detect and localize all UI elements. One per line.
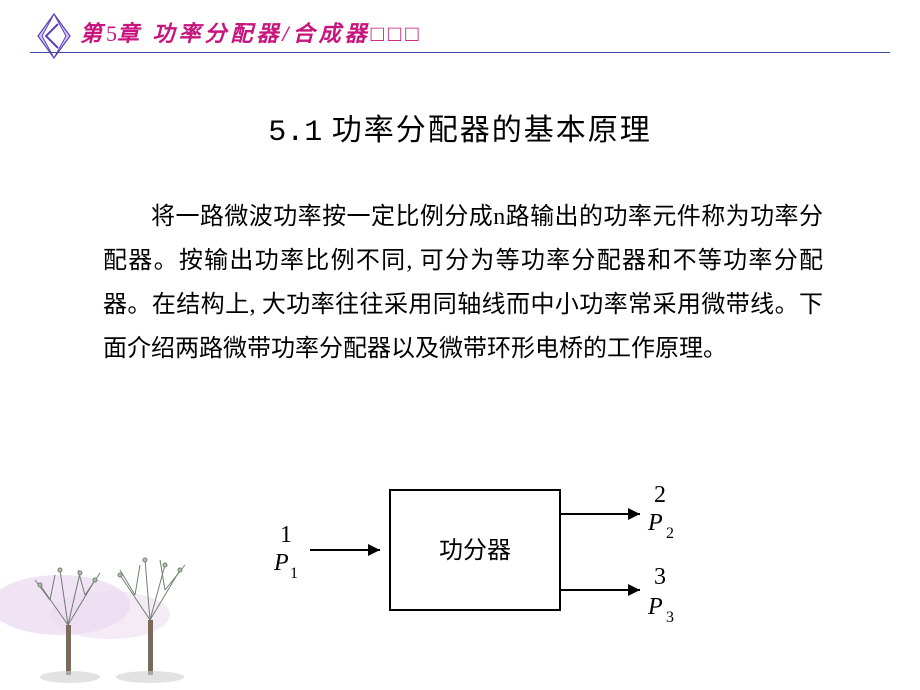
slide-header: 第5章 功率分配器/合成器□□□: [0, 12, 920, 52]
port2-symbol: P: [647, 510, 663, 536]
port3-sub: 3: [666, 609, 674, 626]
power-divider-diagram: 功分器 1 P 1 2 P 2 3 P 3: [260, 470, 700, 660]
chapter-title: 第5章 功率分配器/合成器□□□: [80, 16, 423, 48]
back-diamond-icon[interactable]: [34, 12, 74, 65]
slide-page: 第5章 功率分配器/合成器□□□ 5.1 功率分配器的基本原理 将一路微波功率按…: [0, 0, 920, 690]
chapter-suffix: 章 功率分配器/合成器□□□: [117, 21, 422, 46]
port3-symbol: P: [647, 594, 663, 620]
port1-sub: 1: [290, 565, 298, 582]
port1-number: 1: [280, 522, 292, 548]
section-heading: 功率分配器的基本原理: [332, 114, 652, 147]
chapter-prefix: 第: [80, 21, 106, 46]
header-divider: [30, 52, 890, 53]
port1-symbol: P: [273, 550, 289, 576]
diagram-box-label: 功分器: [439, 537, 511, 564]
chapter-number: 5: [106, 21, 117, 46]
port2-number: 2: [654, 482, 666, 508]
port3-number: 3: [654, 564, 666, 590]
port2-sub: 2: [666, 525, 674, 542]
section-number: 5.1: [268, 116, 322, 150]
decorative-trees-icon: [0, 515, 260, 690]
body-paragraph: 将一路微波功率按一定比例分成n路输出的功率元件称为功率分配器。按输出功率比例不同…: [103, 195, 823, 371]
section-title: 5.1 功率分配器的基本原理: [0, 105, 920, 150]
